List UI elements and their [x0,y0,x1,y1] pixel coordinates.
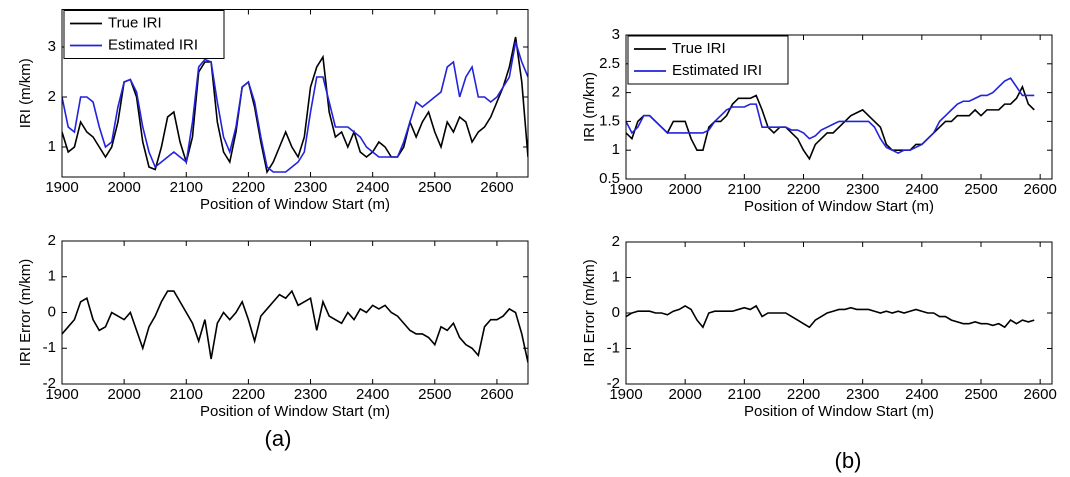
x-tick-label: 2200 [232,179,265,196]
y-tick-label: -1 [607,339,620,356]
x-tick-label: 2500 [964,181,997,198]
x-tick-label: 2100 [170,386,203,403]
x-axis-label: Position of Window Start (m) [744,198,934,215]
y-tick-label: 2 [612,84,620,101]
plot-area [62,289,528,363]
x-tick-label: 2500 [418,386,451,403]
plot-area [62,36,528,175]
x-tick-label: 2100 [728,386,761,403]
data-line [626,304,1035,329]
data-line [62,36,528,175]
legend-box [627,35,789,85]
plot-area [626,304,1035,329]
x-tick-label: 2000 [668,386,701,403]
x-axis-label: Position of Window Start (m) [744,403,934,420]
y-tick-label: 0 [612,304,620,321]
data-line [626,84,1035,161]
y-tick-label: 1 [48,268,56,285]
x-tick-label: 2300 [846,386,879,403]
data-line [62,289,528,363]
x-tick-label: 2000 [107,386,140,403]
x-tick-label: 2600 [1023,181,1056,198]
x-tick-label: 2100 [728,181,761,198]
x-tick-label: 2600 [480,179,513,196]
x-tick-label: 2400 [356,179,389,196]
axes-frame [61,240,529,385]
axes-frame [61,9,529,178]
data-line [62,41,528,173]
plot-area [626,77,1035,161]
x-tick-label: 2300 [846,181,879,198]
y-tick-label: 0 [48,303,56,320]
x-tick-label: 1900 [45,179,78,196]
y-tick-label: 0.5 [599,170,620,187]
x-tick-label: 1900 [45,386,78,403]
legend-label: Estimated IRI [672,62,762,79]
x-tick-label: 2400 [356,386,389,403]
legend-box [63,10,225,59]
legend-label: True IRI [672,40,726,57]
y-tick-label: 2 [48,232,56,249]
y-axis-label: IRI (m/km) [17,58,34,128]
axes-frame [625,241,1053,385]
y-tick-label: -2 [43,375,56,392]
y-tick-label: -2 [607,375,620,392]
x-tick-label: 2600 [1023,386,1056,403]
data-line [626,77,1035,154]
legend-label: True IRI [108,14,162,31]
y-axis-label: IRI Error (m/km) [17,259,34,366]
legend-label: Estimated IRI [108,36,198,53]
x-tick-label: 2000 [668,181,701,198]
x-tick-label: 2200 [232,386,265,403]
x-axis-label: Position of Window Start (m) [200,196,390,213]
x-tick-label: 2600 [480,386,513,403]
x-tick-label: 2000 [107,179,140,196]
x-tick-label: 2300 [294,179,327,196]
panel-label: (a) [265,426,292,451]
x-tick-label: 2400 [905,386,938,403]
y-tick-label: 3 [48,38,56,55]
y-tick-label: 1 [612,141,620,158]
y-tick-label: 2 [612,233,620,250]
x-tick-label: 2300 [294,386,327,403]
x-tick-label: 2400 [905,181,938,198]
x-axis-label: Position of Window Start (m) [200,403,390,420]
y-axis-label: IRI (m/km) [581,72,598,142]
y-tick-label: 2 [48,88,56,105]
x-tick-label: 2200 [787,386,820,403]
y-tick-label: 1 [612,268,620,285]
y-tick-label: -1 [43,339,56,356]
x-tick-label: 1900 [609,181,642,198]
x-tick-label: 2200 [787,181,820,198]
x-tick-label: 2500 [964,386,997,403]
y-tick-label: 3 [612,26,620,43]
panel-label: (b) [835,448,862,473]
y-tick-label: 1.5 [599,112,620,129]
x-tick-label: 2500 [418,179,451,196]
y-tick-label: 2.5 [599,55,620,72]
y-axis-label: IRI Error (m/km) [581,259,598,366]
x-tick-label: 1900 [609,386,642,403]
y-tick-label: 1 [48,138,56,155]
x-tick-label: 2100 [170,179,203,196]
axes-frame [625,34,1053,180]
